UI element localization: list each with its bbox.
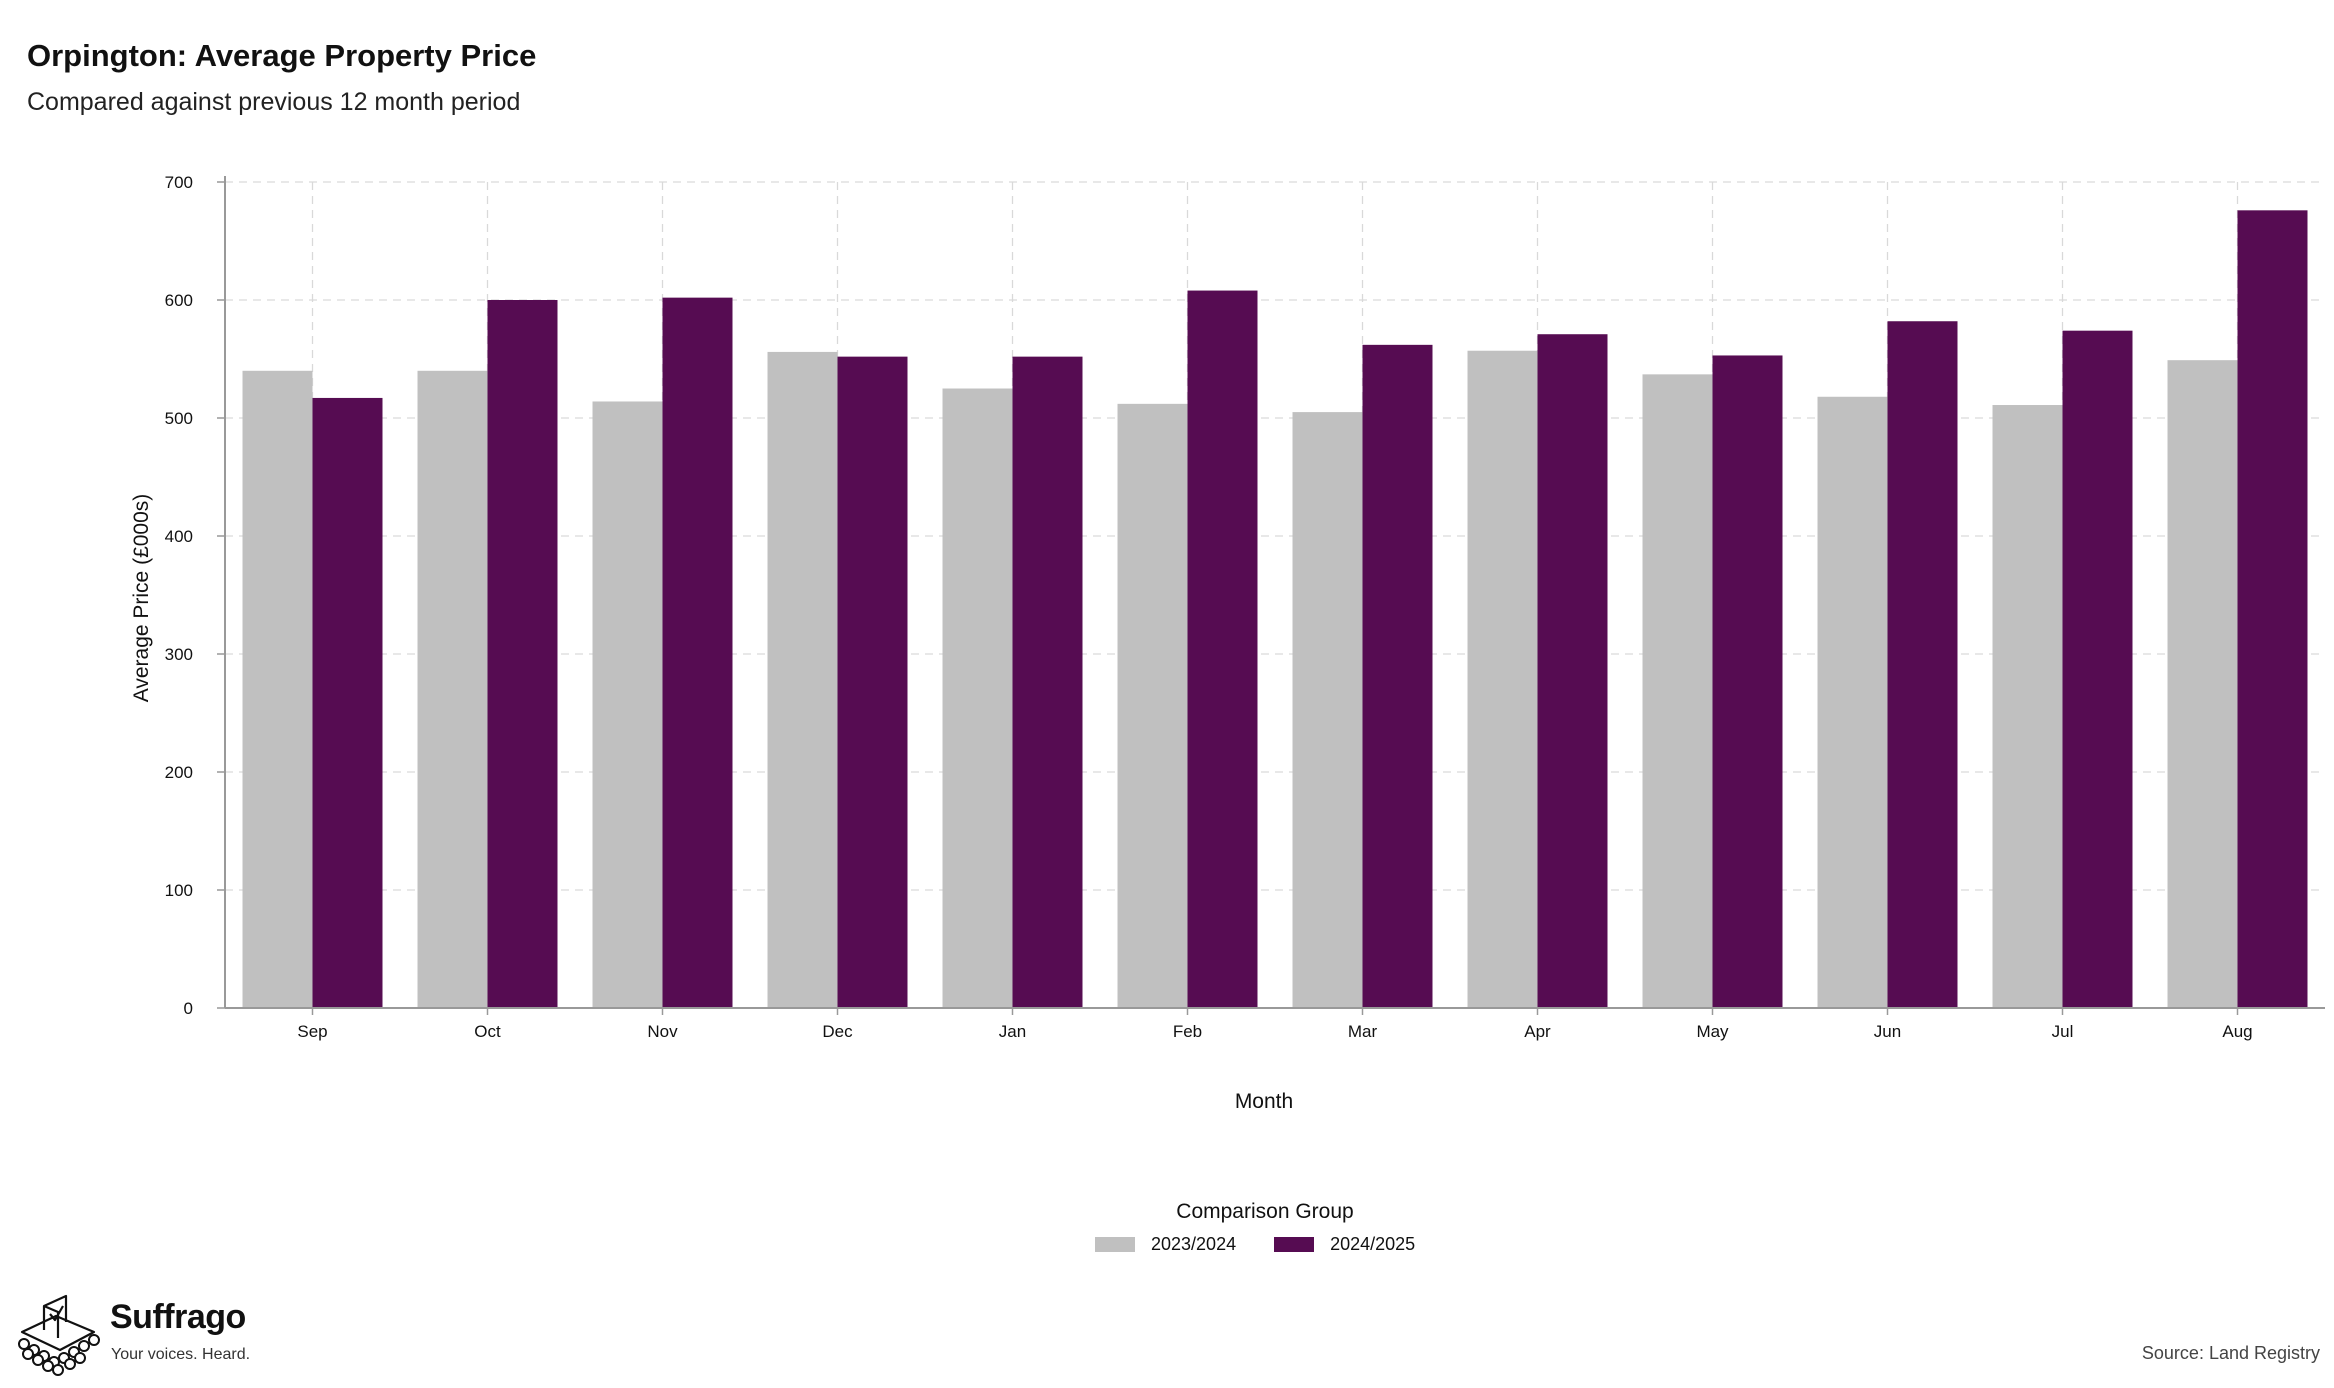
legend-label-2024: 2024/2025 (1330, 1234, 1416, 1254)
x-tick-label: Oct (474, 1022, 501, 1041)
y-tick-label: 600 (165, 291, 193, 310)
bars (242, 210, 2308, 1009)
bar-2024-2025-nov (662, 297, 733, 1008)
x-tick-label: May (1696, 1022, 1729, 1041)
bar-2023-2024-sep (242, 370, 313, 1008)
x-tick-label: Apr (1524, 1022, 1551, 1041)
bar-2024-2025-may (1712, 355, 1783, 1009)
bar-2024-2025-aug (2237, 210, 2308, 1008)
x-tick-label: Jun (1874, 1022, 1901, 1041)
y-tick-label: 400 (165, 527, 193, 546)
bar-2023-2024-jan (942, 388, 1013, 1008)
legend-item-2024: 2024/2025 (1274, 1234, 1415, 1255)
bar-2023-2024-may (1642, 374, 1713, 1009)
bar-2023-2024-aug (2167, 360, 2238, 1008)
legend-label-2023: 2023/2024 (1151, 1234, 1237, 1254)
y-tick-label: 500 (165, 409, 193, 428)
x-tick-label: Dec (822, 1022, 853, 1041)
x-tick-label: Jan (999, 1022, 1026, 1041)
y-tick-label: 300 (165, 645, 193, 664)
bar-2023-2024-feb (1117, 403, 1188, 1009)
bar-2023-2024-apr (1467, 350, 1538, 1008)
tick-labels: 0 100 200 300 400 500 600 700 Sep Oct Nov Dec Jan Feb… (165, 173, 2253, 1041)
axes (217, 176, 2325, 1015)
x-tick-label: Sep (297, 1022, 327, 1041)
legend-title: Comparison Group (1176, 1200, 1354, 1223)
ballot-box-icon (18, 1294, 100, 1376)
bar-2024-2025-mar (1362, 344, 1433, 1009)
bar-2024-2025-jun (1887, 321, 1958, 1008)
y-tick-label: 200 (165, 763, 193, 782)
y-tick-label: 700 (165, 173, 193, 192)
bar-2023-2024-jul (1992, 405, 2063, 1008)
bar-2023-2024-oct (417, 370, 488, 1008)
bar-2024-2025-sep (312, 397, 383, 1008)
x-tick-label: Feb (1173, 1022, 1202, 1041)
source-note: Source: Land Registry (2141, 1343, 2320, 1363)
x-tick-label: Nov (647, 1022, 678, 1041)
bar-2024-2025-dec (837, 356, 908, 1008)
bar-2023-2024-nov (592, 401, 663, 1009)
bar-2024-2025-jan (1012, 356, 1083, 1008)
brand-name: Suffrago (110, 1298, 246, 1336)
legend-swatch-2023 (1095, 1237, 1135, 1252)
brand-tagline: Your voices. Heard. (111, 1346, 251, 1363)
x-axis-title: Month (1235, 1090, 1293, 1113)
x-tick-label: Mar (1348, 1022, 1378, 1041)
legend-item-2023: 2023/2024 (1095, 1234, 1236, 1255)
x-tick-label: Jul (2052, 1022, 2074, 1041)
chart-subtitle: Compared against previous 12 month perio… (27, 88, 521, 116)
bar-2024-2025-oct (487, 300, 558, 1008)
y-tick-label: 0 (184, 999, 193, 1018)
x-tick-label: Aug (2222, 1022, 2252, 1041)
bar-2023-2024-dec (767, 351, 838, 1008)
bar-2024-2025-jul (2062, 330, 2133, 1008)
bar-2023-2024-mar (1292, 412, 1363, 1009)
bar-chart: 0 100 200 300 400 500 600 700 Sep Oct Nov Dec Jan Feb… (130, 173, 2325, 1113)
legend: 2023/2024 2024/2025 (1095, 1234, 1453, 1255)
bar-2024-2025-apr (1537, 334, 1608, 1009)
bar-2023-2024-jun (1817, 396, 1888, 1008)
y-axis-title: Average Price (£000s) (130, 494, 153, 703)
bar-2024-2025-feb (1187, 290, 1258, 1008)
legend-swatch-2024 (1274, 1237, 1315, 1252)
y-tick-label: 100 (165, 881, 193, 900)
chart-title: Orpington: Average Property Price (27, 38, 537, 73)
